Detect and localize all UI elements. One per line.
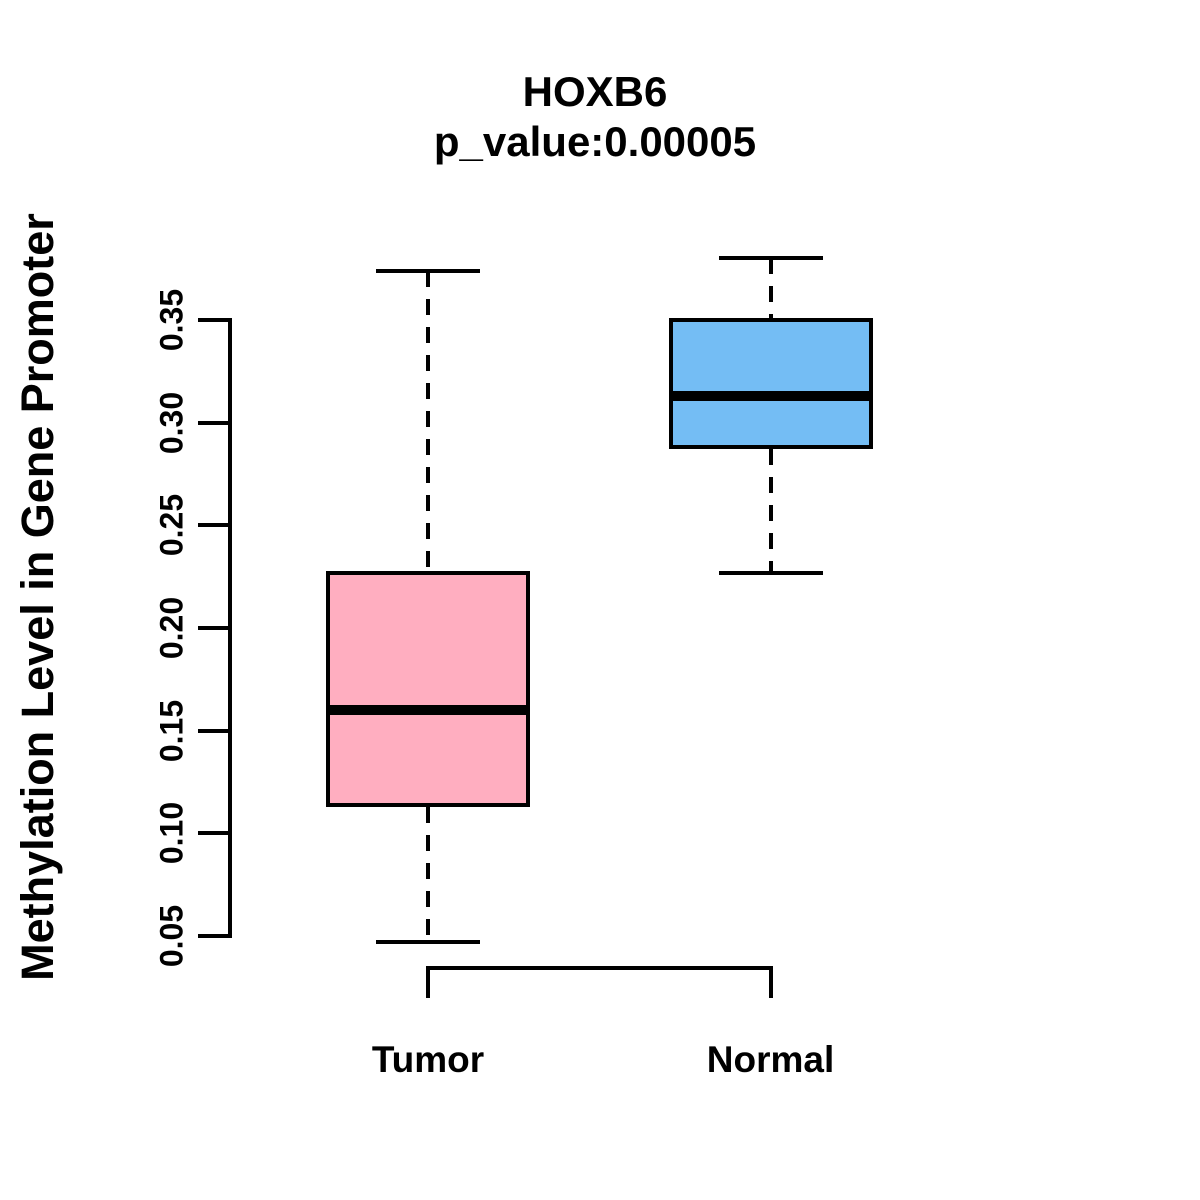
whisker-upper-normal xyxy=(768,258,773,318)
chart-subtitle: p_value:0.00005 xyxy=(433,118,757,165)
y-tick xyxy=(198,420,228,425)
whisker-upper-tumor xyxy=(426,270,430,571)
y-tick-label: 0.10 xyxy=(153,802,190,865)
y-tick-label: 0.20 xyxy=(153,596,190,660)
chart-title: HOXB6 xyxy=(522,68,668,115)
y-tick xyxy=(198,318,228,322)
y-tick xyxy=(198,831,228,836)
whisker-cap-lower-tumor xyxy=(376,940,480,945)
x-axis-line xyxy=(426,966,773,970)
whisker-lower-tumor xyxy=(426,806,430,943)
median-line-normal xyxy=(670,390,871,401)
y-tick xyxy=(198,523,228,528)
whisker-cap-lower-normal xyxy=(718,570,823,575)
x-axis-tick-right xyxy=(768,966,773,998)
x-category-label-tumor: Tumor xyxy=(371,1039,485,1080)
y-tick-label: 0.30 xyxy=(153,391,190,454)
y-tick-label: 0.25 xyxy=(153,494,190,557)
box-tumor xyxy=(326,570,530,807)
y-tick xyxy=(198,626,228,630)
whisker-cap-upper-normal xyxy=(718,256,823,261)
whisker-lower-normal xyxy=(768,449,773,573)
y-tick-label: 0.05 xyxy=(153,904,190,968)
box-normal xyxy=(668,317,873,450)
y-axis-line xyxy=(228,318,232,938)
y-tick-label: 0.15 xyxy=(153,699,190,762)
x-category-label-normal: Normal xyxy=(706,1039,835,1080)
y-tick xyxy=(198,934,228,938)
median-line-tumor xyxy=(328,705,528,716)
x-axis-tick-left xyxy=(426,966,430,998)
y-tick-label: 0.35 xyxy=(153,288,190,352)
whisker-cap-upper-tumor xyxy=(376,268,480,273)
y-tick xyxy=(198,728,228,733)
